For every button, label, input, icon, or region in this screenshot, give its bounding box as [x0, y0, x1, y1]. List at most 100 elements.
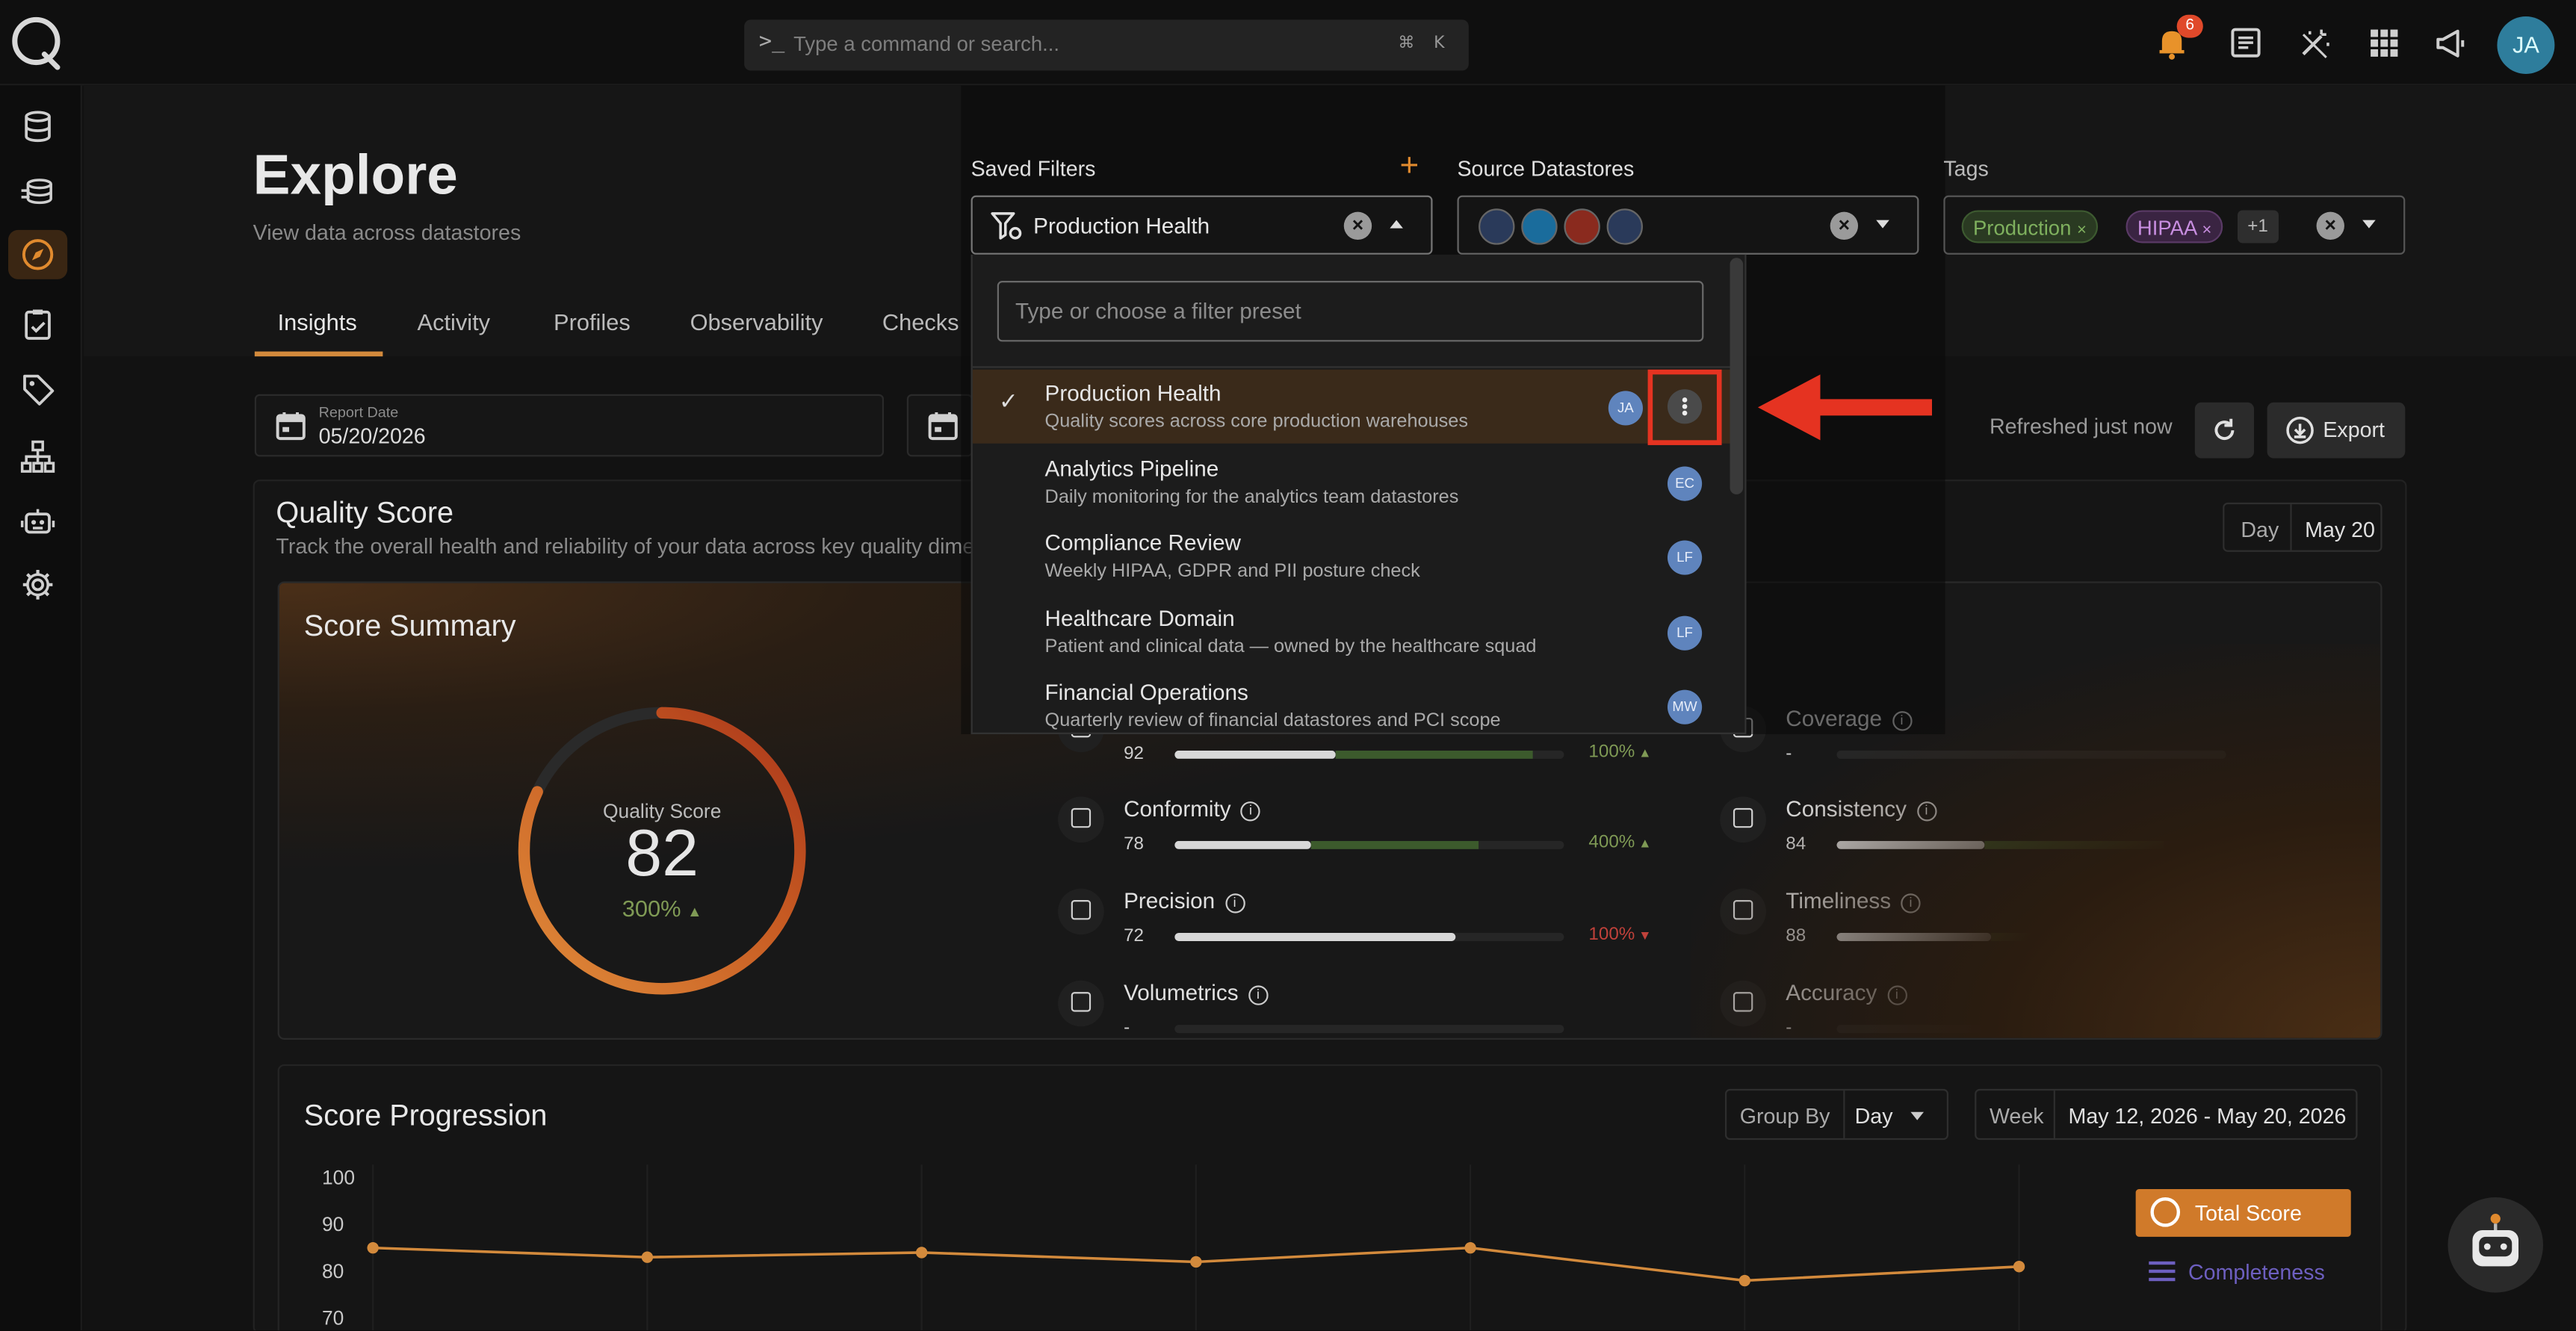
metric-name-text: Timeliness — [1786, 888, 1892, 913]
metric-name-text: Accuracy — [1786, 980, 1877, 1005]
tab-activity[interactable]: Activity — [417, 308, 491, 335]
filter-preset-item[interactable]: Financial Operations Quarterly review of … — [973, 668, 1732, 733]
filter-preset-item[interactable]: Healthcare Domain Patient and clinical da… — [973, 594, 1732, 668]
tab-checks[interactable]: Checks — [882, 308, 959, 335]
tags-more-count[interactable]: +1 — [2238, 210, 2278, 243]
period-selector[interactable]: Day May 20 — [2223, 502, 2383, 552]
clear-tags-icon[interactable]: × — [2316, 211, 2344, 241]
tab-insights[interactable]: Insights — [277, 308, 357, 335]
filter-preset-search[interactable]: Type or choose a filter preset — [997, 281, 1704, 342]
source-datastores-label: Source Datastores — [1457, 155, 1635, 181]
add-filter-icon[interactable]: + — [1399, 147, 1419, 184]
command-search[interactable]: >_ Type a command or search... ⌘ K — [744, 19, 1469, 71]
shapes-icon — [1058, 980, 1104, 1027]
sync-icon — [1720, 796, 1766, 843]
info-icon[interactable]: i — [1240, 801, 1261, 822]
wand-icon[interactable] — [2297, 25, 2332, 60]
tag-chip-production-label: Production — [1972, 217, 2072, 241]
sidebar — [0, 85, 82, 1331]
checkmark-icon: ✓ — [998, 387, 1018, 415]
megaphone-icon[interactable] — [2433, 25, 2469, 60]
tags-select[interactable]: Production × HIPAA × +1 × — [1943, 195, 2406, 255]
tag-chip-hipaa-label: HIPAA — [2137, 217, 2196, 241]
report-date-field[interactable]: Report Date 05/20/2026 — [254, 394, 885, 457]
info-icon[interactable]: i — [1916, 801, 1936, 822]
tag-chip-production[interactable]: Production × — [1961, 210, 2099, 243]
score-progression-chart: 100 90 80 70 — [322, 1164, 2025, 1331]
notification-badge: 6 — [2176, 14, 2203, 38]
up-caret-icon: ▲ — [2297, 928, 2314, 943]
data-point[interactable] — [367, 1241, 379, 1254]
metric-delta: 500% ▲ — [2251, 925, 2314, 944]
legend-total-score[interactable]: Total Score — [2135, 1189, 2351, 1237]
filter-preset-item[interactable]: Compliance Review Weekly HIPAA, GDPR and … — [973, 519, 1732, 593]
metric-value: 84 — [1786, 834, 1806, 854]
metric-name-text: Conformity — [1124, 796, 1231, 822]
document-icon[interactable] — [2228, 25, 2264, 60]
legend-completeness[interactable]: Completeness — [2149, 1260, 2325, 1285]
robot-icon[interactable] — [19, 504, 55, 540]
sidebar-item-explore[interactable] — [7, 229, 68, 279]
export-label: Export — [2323, 417, 2385, 442]
saved-filters-label: Saved Filters — [970, 155, 1096, 181]
metric-bar-fill — [1836, 933, 1991, 942]
assistant-robot-button[interactable] — [2447, 1197, 2544, 1293]
compass-icon — [22, 239, 54, 270]
metric-bar-trend — [1990, 933, 2180, 942]
chevron-up-icon[interactable] — [1390, 220, 1403, 229]
chevron-down-icon[interactable] — [1876, 220, 1889, 229]
data-point[interactable] — [1190, 1256, 1202, 1268]
database-icon[interactable] — [19, 108, 55, 144]
datastores-icon[interactable] — [19, 174, 55, 210]
data-point[interactable] — [1739, 1274, 1751, 1287]
tag-chip-hipaa[interactable]: HIPAA × — [2125, 210, 2223, 243]
more-options-icon[interactable] — [1667, 389, 1703, 424]
grid-icon[interactable] — [2366, 25, 2402, 60]
date-range-selector[interactable]: Week May 12, 2026 - May 20, 2026 — [1975, 1088, 2358, 1141]
gear-icon[interactable] — [19, 567, 55, 603]
up-caret-icon: ▲ — [687, 903, 702, 920]
data-point[interactable] — [2013, 1261, 2025, 1273]
remove-tag-icon[interactable]: × — [2077, 221, 2087, 241]
period-value: May 20 — [2305, 517, 2375, 542]
info-icon[interactable]: i — [1224, 893, 1245, 913]
chevron-down-icon[interactable] — [2362, 220, 2376, 229]
data-point[interactable] — [1464, 1241, 1476, 1254]
metric-bar — [1836, 840, 2226, 849]
export-button[interactable]: Export — [2267, 402, 2406, 459]
metric-consistency: Consistency i 84 200% ▲ — [1720, 796, 2328, 863]
data-point[interactable] — [915, 1247, 928, 1259]
refresh-button[interactable] — [2194, 402, 2255, 459]
clear-saved-filter-icon[interactable]: × — [1343, 211, 1372, 241]
hierarchy-icon[interactable] — [19, 438, 55, 474]
clear-datastores-icon[interactable]: × — [1830, 211, 1859, 241]
filter-preset-item[interactable]: Analytics Pipeline Daily monitoring for t… — [973, 444, 1732, 518]
report-date-value: 05/20/2026 — [318, 424, 426, 449]
remove-tag-icon[interactable]: × — [2202, 221, 2212, 241]
app-logo-icon[interactable] — [8, 15, 64, 71]
saved-filter-select[interactable]: Production Health × — [970, 195, 1433, 255]
info-icon[interactable]: i — [1886, 985, 1907, 1005]
source-datastores-select[interactable]: × — [1457, 195, 1919, 255]
target-icon — [1720, 980, 1766, 1027]
user-avatar[interactable]: JA — [2497, 16, 2555, 74]
dropdown-scrollbar[interactable] — [1730, 258, 1744, 494]
group-by-select[interactable]: Group By Day — [1724, 1088, 1948, 1141]
metric-name: Precision i — [1124, 889, 1245, 913]
tag-icon[interactable] — [19, 371, 55, 407]
filter-preset-name: Financial Operations — [1044, 680, 1248, 705]
bell-icon[interactable] — [2154, 25, 2190, 60]
metric-bar — [1174, 1025, 1564, 1034]
metric-name: Timeliness i — [1786, 888, 1921, 913]
tab-observability[interactable]: Observability — [690, 308, 823, 335]
metric-delta: 400% ▲ — [1588, 833, 1651, 852]
checklist-icon[interactable] — [19, 305, 55, 341]
data-point[interactable] — [641, 1251, 654, 1263]
filter-preset-item[interactable]: ✓ Production Health Quality scores across … — [972, 369, 1732, 444]
info-icon[interactable]: i — [1901, 893, 1921, 913]
tab-profiles[interactable]: Profiles — [554, 308, 631, 335]
metric-bar-trend — [1984, 840, 2164, 849]
info-icon[interactable]: i — [1248, 985, 1269, 1005]
metric-name: Volumetrics i — [1124, 981, 1269, 1005]
period-divider — [2290, 504, 2292, 550]
